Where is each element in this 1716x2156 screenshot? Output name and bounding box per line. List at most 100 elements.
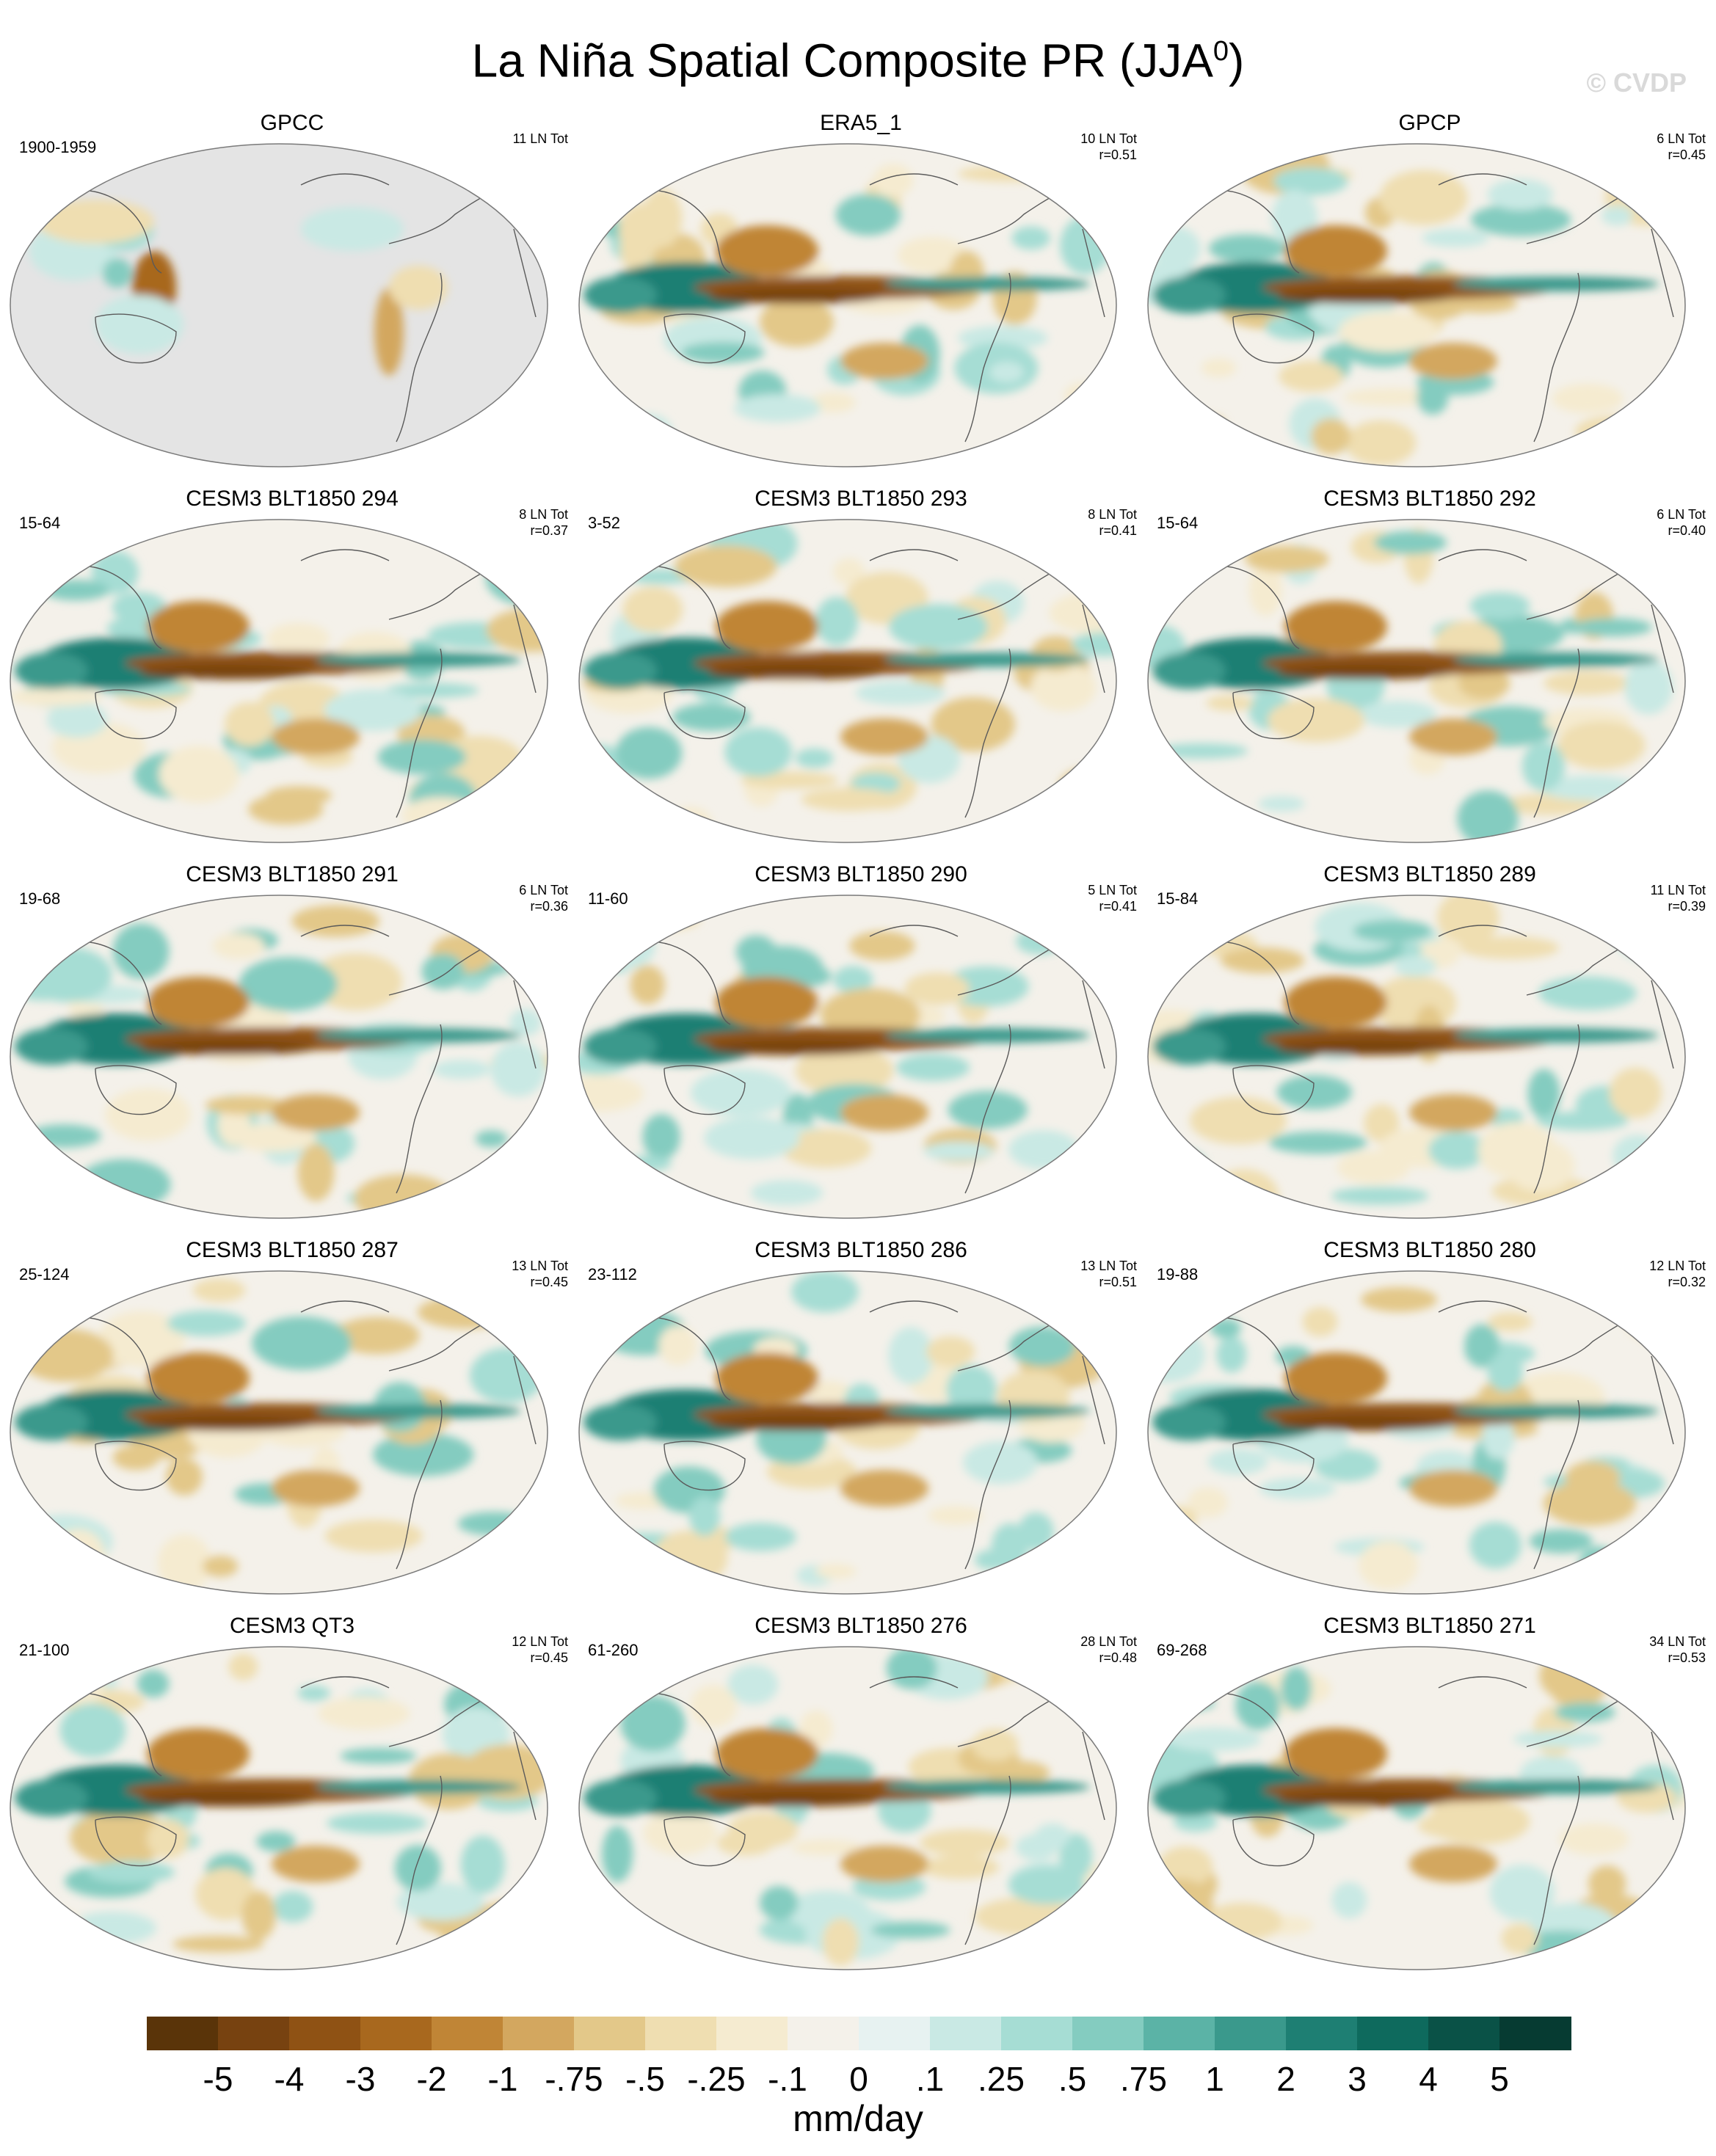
coastline bbox=[513, 1731, 537, 1821]
panel-stats: 11 LN Tot bbox=[513, 131, 568, 147]
precip-anomaly-patch bbox=[583, 1404, 657, 1441]
precip-anomaly-patch bbox=[479, 1166, 537, 1204]
precip-anomaly-patch bbox=[228, 1653, 258, 1680]
precip-anomaly-patch bbox=[15, 652, 88, 689]
precip-anomaly-patch bbox=[334, 1316, 420, 1355]
precip-anomaly-patch bbox=[1339, 310, 1437, 352]
panel-title: CESM3 BLT1850 286 bbox=[755, 1238, 967, 1262]
precip-anomaly-patch bbox=[377, 739, 467, 775]
precip-anomaly-patch bbox=[1487, 1352, 1523, 1392]
precip-anomaly-patch bbox=[815, 597, 859, 646]
precip-anomaly-patch bbox=[708, 1792, 884, 1807]
precip-anomaly-patch bbox=[622, 586, 683, 633]
precip-anomaly-patch bbox=[139, 1792, 316, 1807]
colorbar-tick-label: 0 bbox=[849, 2060, 868, 2098]
panel-years: 1900-1959 bbox=[19, 138, 97, 156]
precip-anomaly-patch bbox=[672, 703, 751, 732]
map-outline bbox=[10, 143, 548, 467]
coastline bbox=[1232, 1441, 1315, 1491]
precip-anomaly-patch bbox=[1464, 1324, 1499, 1368]
precip-anomaly-patch bbox=[716, 1352, 818, 1404]
map-outline bbox=[10, 1646, 548, 1970]
colorbar-tick-label: -.25 bbox=[687, 2060, 746, 2098]
precip-anomaly-patch bbox=[470, 1347, 544, 1403]
precip-anomaly-patch bbox=[1284, 601, 1387, 652]
precip-anomaly-patch bbox=[385, 682, 479, 699]
robinson-map bbox=[1147, 519, 1686, 843]
map-outline bbox=[10, 519, 548, 843]
figure-title: La Niña Spatial Composite PR (JJA0) bbox=[0, 22, 1716, 90]
precip-anomaly-patch bbox=[51, 1529, 106, 1584]
precip-anomaly-patch bbox=[15, 1404, 88, 1441]
precip-anomaly-patch bbox=[1501, 1923, 1538, 1954]
coastline bbox=[1651, 980, 1674, 1069]
panel-event-count: 10 LN Tot bbox=[1080, 131, 1137, 146]
map-outline bbox=[578, 143, 1117, 467]
coastline bbox=[513, 604, 537, 693]
precip-anomaly-patch bbox=[316, 1404, 521, 1418]
precip-anomaly-patch bbox=[10, 688, 103, 707]
precip-anomaly-patch bbox=[316, 1780, 521, 1794]
coastline bbox=[1082, 228, 1105, 318]
panel-pattern-correlation: r=0.39 bbox=[1668, 899, 1706, 914]
precip-anomaly-patch bbox=[324, 689, 422, 732]
panel-stats: 8 LN Tot r=0.37 bbox=[519, 506, 568, 539]
panel-event-count: 6 LN Tot bbox=[1657, 131, 1706, 146]
colorbar-tick-label: -1 bbox=[487, 2060, 518, 2098]
precip-anomaly-patch bbox=[1625, 1180, 1685, 1212]
coastline bbox=[1232, 1065, 1315, 1115]
precip-anomaly-patch bbox=[324, 1519, 423, 1553]
precip-anomaly-patch bbox=[1469, 591, 1530, 620]
coastline bbox=[1082, 980, 1105, 1069]
precip-anomaly-patch bbox=[1374, 531, 1447, 555]
precip-anomaly-patch bbox=[1522, 741, 1565, 791]
precip-anomaly-patch bbox=[1152, 1404, 1226, 1441]
panel-pattern-correlation: r=0.40 bbox=[1668, 523, 1706, 538]
precip-anomaly-patch bbox=[105, 1088, 191, 1141]
precip-anomaly-patch bbox=[716, 1830, 774, 1856]
map-panel: GPCC 1900-1959 11 LN Tot bbox=[7, 110, 577, 486]
precip-anomaly-patch bbox=[401, 797, 480, 834]
precip-anomaly-patch bbox=[192, 1278, 246, 1303]
precip-anomaly-patch bbox=[1343, 388, 1439, 407]
robinson-map bbox=[578, 519, 1117, 843]
precip-anomaly-patch bbox=[272, 1470, 360, 1507]
coastline bbox=[1232, 1816, 1315, 1867]
panel-stats: 34 LN Tot r=0.53 bbox=[1649, 1634, 1706, 1666]
precip-anomaly-patch bbox=[1008, 1866, 1085, 1904]
precip-anomaly-patch bbox=[374, 288, 404, 376]
precip-anomaly-patch bbox=[1477, 1122, 1557, 1179]
precip-anomaly-patch bbox=[1358, 701, 1436, 728]
precip-anomaly-patch bbox=[1152, 1028, 1226, 1065]
panel-stats: 12 LN Tot r=0.45 bbox=[512, 1634, 568, 1666]
precip-anomaly-patch bbox=[716, 977, 818, 1028]
precip-anomaly-patch bbox=[1557, 721, 1646, 770]
precip-anomaly-patch bbox=[1277, 665, 1453, 680]
coastline bbox=[664, 1816, 746, 1867]
precip-anomaly-patch bbox=[958, 326, 1048, 351]
precip-anomaly-patch bbox=[624, 414, 674, 456]
precip-anomaly-patch bbox=[897, 236, 968, 274]
colorbar-tick-label: -.75 bbox=[545, 2060, 603, 2098]
precip-anomaly-patch bbox=[1613, 1135, 1662, 1177]
precip-anomaly-patch bbox=[1245, 545, 1329, 573]
precip-anomaly-patch bbox=[1364, 1104, 1400, 1143]
precip-anomaly-patch bbox=[1148, 412, 1226, 433]
precip-anomaly-patch bbox=[272, 1846, 360, 1882]
precip-anomaly-patch bbox=[17, 1328, 114, 1383]
panel-title: CESM3 BLT1850 287 bbox=[186, 1238, 399, 1262]
map-outline bbox=[1147, 519, 1686, 843]
precip-anomaly-patch bbox=[301, 207, 404, 251]
precip-anomaly-patch bbox=[1160, 1506, 1197, 1532]
robinson-map bbox=[10, 1270, 548, 1595]
precip-anomaly-patch bbox=[1311, 418, 1350, 455]
panel-title: CESM3 BLT1850 280 bbox=[1323, 1238, 1536, 1262]
map-panel: GPCP 6 LN Tot r=0.45 bbox=[1145, 110, 1715, 486]
panel-stats: 10 LN Tot r=0.51 bbox=[1080, 131, 1137, 163]
coastline bbox=[1232, 313, 1315, 364]
precip-anomaly-patch bbox=[139, 1416, 316, 1431]
panel-title: CESM3 QT3 bbox=[229, 1614, 355, 1638]
precip-anomaly-patch bbox=[884, 1028, 1090, 1043]
colorbar-tick-label: -2 bbox=[416, 2060, 447, 2098]
coastline bbox=[300, 173, 390, 186]
